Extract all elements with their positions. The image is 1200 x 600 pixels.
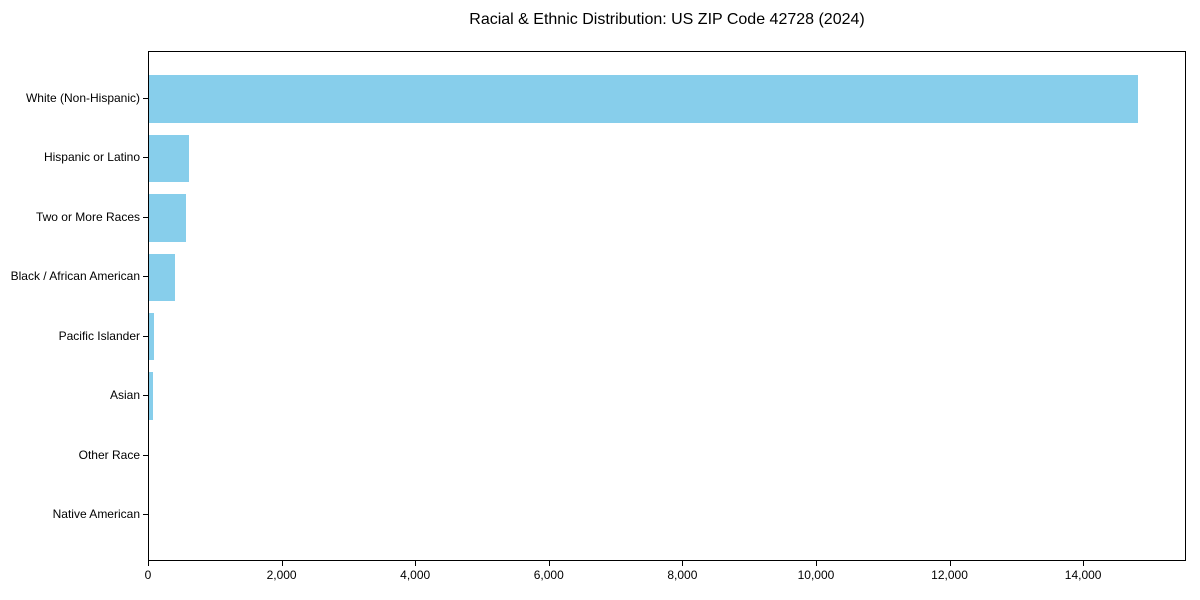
x-tick-mark (1083, 561, 1085, 566)
x-tick-mark (415, 561, 417, 566)
bar-black-african-american (149, 253, 176, 302)
y-tick-mark (143, 98, 148, 99)
y-tick-label-black-african-american: Black / African American (10, 269, 140, 284)
bar-pacific-islander (149, 312, 154, 361)
y-tick-mark (143, 454, 148, 456)
bar-white-non-hispanic (149, 75, 1138, 123)
x-tick-label-6000: 6,000 (533, 568, 564, 582)
bar-asian (149, 372, 153, 420)
y-tick-label-white-non-hispanic: White (Non-Hispanic) (25, 91, 140, 105)
x-tick-label-8000: 8,000 (667, 568, 698, 582)
x-tick-label-0: 0 (144, 568, 152, 582)
y-tick-mark (143, 276, 148, 278)
x-tick-label-4000: 4,000 (400, 568, 431, 582)
y-tick-mark (143, 335, 148, 337)
y-tick-mark (143, 157, 148, 159)
x-tick-mark (148, 561, 149, 566)
x-tick-label-2000: 2,000 (266, 568, 297, 582)
bar-hispanic-or-latino (149, 134, 190, 183)
chart-title: Racial & Ethnic Distribution: US ZIP Cod… (469, 11, 865, 28)
plot-area (148, 51, 1186, 561)
y-tick-label-other-race: Other Race (78, 447, 140, 462)
y-tick-mark (143, 514, 148, 515)
x-tick-mark (281, 561, 283, 566)
x-tick-mark (682, 561, 684, 566)
y-tick-mark (143, 216, 148, 218)
y-tick-label-pacific-islander: Pacific Islander (58, 328, 140, 343)
x-tick-mark (815, 561, 817, 566)
y-tick-label-asian: Asian (109, 388, 140, 403)
y-tick-label-hispanic-or-latino: Hispanic or Latino (43, 150, 140, 165)
x-tick-label-12000: 12,000 (931, 568, 968, 582)
bar-two-or-more-races (149, 194, 186, 242)
y-tick-label-two-or-more-races: Two or More Races (35, 209, 140, 224)
y-tick-mark (143, 395, 148, 397)
x-tick-label-10000: 10,000 (797, 568, 835, 582)
x-tick-label-14000: 14,000 (1064, 568, 1102, 582)
x-tick-mark (548, 561, 550, 566)
x-tick-mark (949, 561, 951, 566)
y-tick-label-native-american: Native American (52, 507, 140, 521)
